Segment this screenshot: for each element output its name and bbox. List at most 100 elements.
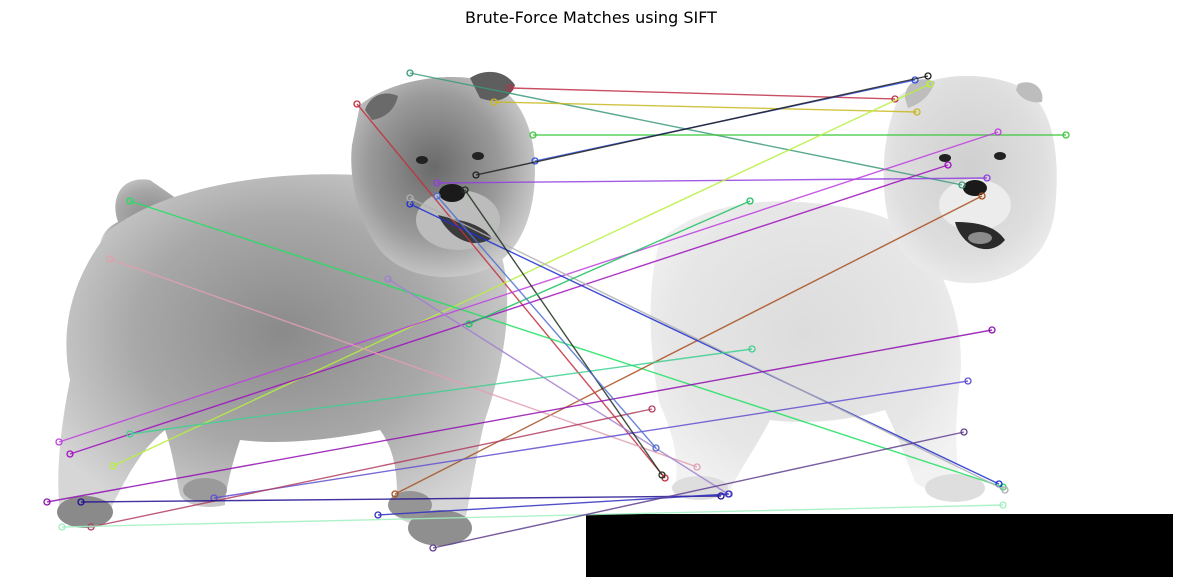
match-17 bbox=[406, 194, 1009, 494]
match-line bbox=[46, 329, 993, 503]
keypoint-right bbox=[983, 174, 991, 182]
keypoint-right bbox=[960, 428, 968, 436]
right-dog-snout bbox=[939, 179, 1011, 231]
right-dog-body bbox=[650, 201, 961, 497]
match-line bbox=[436, 195, 657, 449]
match-line bbox=[112, 83, 931, 467]
match-line bbox=[356, 103, 666, 479]
keypoint-left bbox=[374, 511, 382, 519]
keypoint-left bbox=[126, 197, 134, 205]
match-line bbox=[80, 495, 722, 503]
match-line bbox=[475, 75, 929, 176]
match-line bbox=[432, 431, 965, 549]
right-dog-paw-back-left bbox=[672, 476, 728, 500]
keypoint-right bbox=[693, 463, 701, 471]
keypoint-left bbox=[66, 450, 74, 458]
padding-region bbox=[586, 514, 1173, 577]
keypoint-left bbox=[106, 255, 114, 263]
keypoint-left bbox=[353, 100, 361, 108]
match-line bbox=[394, 195, 983, 495]
keypoint-right bbox=[717, 492, 725, 500]
match-20 bbox=[210, 377, 972, 502]
match-19 bbox=[43, 326, 996, 506]
keypoint-left bbox=[472, 171, 480, 179]
match-4 bbox=[506, 84, 899, 103]
right-dog-nose bbox=[963, 180, 987, 196]
match-13 bbox=[391, 192, 986, 498]
keypoint-left bbox=[77, 498, 85, 506]
keypoint-right bbox=[652, 444, 660, 452]
match-line bbox=[436, 177, 988, 184]
keypoint-left bbox=[490, 98, 498, 106]
match-9 bbox=[109, 80, 934, 470]
keypoint-right bbox=[958, 181, 966, 189]
match-26 bbox=[461, 186, 666, 479]
keypoint-left bbox=[384, 275, 392, 283]
keypoint-right bbox=[994, 128, 1002, 136]
match-22 bbox=[77, 492, 725, 506]
keypoint-left bbox=[55, 438, 63, 446]
right-dog-eye-right bbox=[994, 152, 1006, 160]
keypoint-left bbox=[58, 523, 66, 531]
keypoint-right bbox=[748, 345, 756, 353]
keypoint-right bbox=[999, 501, 1007, 509]
match-line bbox=[468, 200, 751, 325]
keypoint-left bbox=[109, 462, 117, 470]
keypoint-right bbox=[913, 108, 921, 116]
match-7 bbox=[472, 72, 932, 179]
match-15 bbox=[106, 255, 701, 471]
match-line bbox=[213, 380, 969, 499]
keypoint-right bbox=[988, 326, 996, 334]
right-dog-image bbox=[650, 75, 1057, 502]
keypoint-right bbox=[924, 72, 932, 80]
keypoint-right bbox=[978, 192, 986, 200]
match-12 bbox=[66, 161, 952, 458]
match-line bbox=[129, 348, 753, 435]
left-dog-ear-left bbox=[365, 93, 398, 120]
match-18 bbox=[126, 345, 756, 438]
left-dog-ear-right bbox=[470, 71, 515, 101]
match-line bbox=[387, 278, 729, 495]
match-5 bbox=[529, 131, 1070, 139]
match-line bbox=[377, 493, 730, 516]
match-line bbox=[464, 189, 663, 476]
match-27 bbox=[465, 197, 754, 328]
keypoint-right bbox=[1001, 486, 1009, 494]
left-dog-eye-right bbox=[472, 152, 484, 160]
match-line bbox=[493, 101, 918, 113]
match-23 bbox=[374, 490, 733, 519]
keypoint-left bbox=[406, 194, 414, 202]
keypoint-right bbox=[944, 161, 952, 169]
keypoint-left bbox=[529, 131, 537, 139]
match-line bbox=[61, 504, 1004, 528]
keypoint-left bbox=[461, 186, 469, 194]
match-11 bbox=[55, 128, 1002, 446]
keypoint-right bbox=[648, 405, 656, 413]
match-24 bbox=[58, 501, 1007, 531]
right-dog-paw-front-left bbox=[925, 474, 985, 502]
keypoint-left bbox=[406, 69, 414, 77]
keypoint-left bbox=[429, 544, 437, 552]
keypoint-left bbox=[391, 490, 399, 498]
keypoint-left bbox=[506, 84, 514, 92]
left-dog-eye-left bbox=[416, 156, 428, 164]
keypoint-right bbox=[926, 80, 934, 88]
match-line bbox=[409, 203, 1000, 485]
match-21 bbox=[87, 405, 656, 531]
match-lines bbox=[43, 69, 1070, 552]
right-dog-eye-left bbox=[939, 154, 951, 162]
match-line bbox=[109, 258, 698, 468]
keypoint-right bbox=[746, 197, 754, 205]
left-dog-paw-back-left bbox=[57, 496, 113, 528]
match-line bbox=[409, 197, 1006, 491]
right-dog-tongue bbox=[968, 232, 992, 244]
keypoint-left bbox=[433, 179, 441, 187]
keypoint-right bbox=[964, 377, 972, 385]
match-8 bbox=[433, 174, 991, 187]
match-3 bbox=[490, 98, 921, 116]
keypoint-right bbox=[1062, 131, 1070, 139]
match-28 bbox=[433, 192, 660, 452]
figure-title: Brute-Force Matches using SIFT bbox=[465, 8, 717, 27]
match-line bbox=[90, 408, 653, 528]
